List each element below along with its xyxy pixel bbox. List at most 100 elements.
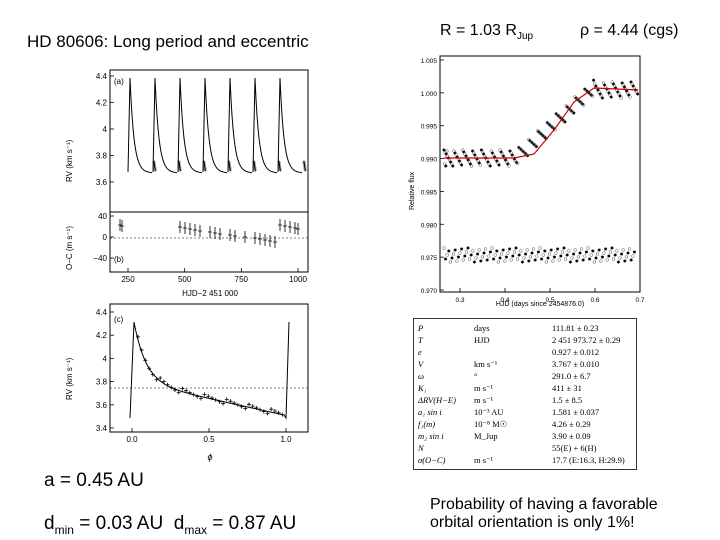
tick-label: 0.985: [421, 189, 438, 196]
panel-c-xlabel: ϕ: [207, 452, 212, 462]
tick-label: 0: [103, 233, 108, 242]
table-cell: 2 451 973.72 ± 0.29: [552, 335, 621, 345]
table-cell: P: [418, 323, 424, 333]
tick-label: 3.6: [96, 401, 108, 410]
table-row: e 0.927 ± 0.012: [414, 347, 636, 357]
table-row: f₁(m) 10⁻⁸ M☉ 4.26 ± 0.29: [414, 419, 636, 429]
tick-label: 0.995: [421, 124, 438, 131]
table-cell: 111.81 ± 0.23: [552, 323, 599, 333]
tick-label: 4.4: [96, 308, 108, 317]
table-cell: ω: [418, 371, 425, 381]
panel-b-yticks: 40 0 −40: [93, 212, 114, 263]
tick-label: 1.0: [280, 435, 292, 444]
panel-c-xticks: 0.0 0.5 1.0: [126, 428, 292, 444]
tick-label: 0.7: [635, 297, 644, 304]
table-cell: °: [474, 371, 478, 381]
transit-xlabel: HJD (days since 2454876.0): [496, 301, 584, 308]
transit-frame: [439, 55, 641, 293]
tick-label: 3.8: [96, 152, 108, 161]
table-cell: 4.26 ± 0.29: [552, 419, 591, 429]
table-cell: 55(E) + 6(H): [552, 443, 597, 453]
table-cell: m s⁻¹: [474, 383, 494, 393]
table-cell: m s⁻¹: [474, 395, 494, 405]
slide-title: HD 80606: Long period and eccentric: [27, 32, 309, 51]
tick-label: 4: [103, 354, 108, 363]
table-row: ΔRV(H−E) m s⁻¹ 1.5 ± 8.5: [414, 395, 636, 405]
tick-label: 40: [98, 212, 107, 221]
panel-b-label: (b): [114, 255, 124, 264]
transit-model-line: [444, 87, 639, 159]
table-row: a₁ sin i 10⁻³ AU 1.581 ± 0.037: [414, 407, 636, 417]
table-cell: 291.0 ± 6.7: [552, 371, 591, 381]
table-cell: m₂ sin i: [418, 431, 444, 441]
tick-label: −40: [93, 254, 107, 263]
table-cell: M_Jup: [474, 431, 498, 441]
table-row: σ(O−C) m s⁻¹ 17.7 (E:16.3, H:29.9): [414, 455, 636, 465]
panel-b-frame: [109, 211, 309, 273]
table-cell: σ(O−C): [418, 455, 446, 465]
table-cell: HJD: [474, 335, 490, 345]
table-cell: m s⁻¹: [474, 455, 494, 465]
transit-points: [442, 78, 640, 264]
table-cell: days: [474, 323, 490, 333]
rv-timeseries-figure: (a) RV (km s⁻¹) 4.4 4.2 4 3.8 3.6 (b) O−C (m…: [65, 69, 309, 298]
tick-label: 4.2: [96, 331, 108, 340]
tick-label: 0.6: [590, 297, 599, 304]
table-cell: 3.90 ± 0.09: [552, 431, 591, 441]
rv-phase-figure: (c) RV (km s⁻¹) 4.4 4.2 4 3.8 3.6 3.4 0.0 0.5 1…: [65, 303, 309, 462]
table-cell: 1.5 ± 8.5: [552, 395, 583, 405]
rv-xticks: 250 500 750 1000: [121, 268, 307, 284]
tick-label: 0.990: [421, 157, 438, 164]
table-cell: 10⁻⁸ M☉: [474, 419, 508, 429]
table-row: K₁ m s⁻¹ 411 ± 31: [414, 383, 636, 393]
tick-label: 4.4: [96, 72, 108, 81]
tick-label: 3.4: [96, 424, 108, 433]
tick-label: 0.0: [126, 435, 138, 444]
tick-label: 0.980: [421, 222, 438, 229]
tick-label: 4.2: [96, 99, 108, 108]
table-row: ω ° 291.0 ± 6.7: [414, 371, 636, 381]
table-cell: 1.581 ± 0.037: [552, 407, 600, 417]
probability-note: Probability of having a favorable orbita…: [430, 496, 658, 531]
panel-c-label: (c): [114, 315, 124, 324]
table-cell: ΔRV(H−E): [418, 395, 456, 405]
tick-label: 250: [121, 275, 135, 284]
panel-a-ylabel: RV (km s⁻¹): [65, 139, 74, 182]
table-cell: N: [418, 443, 424, 453]
table-cell: 411 ± 31: [552, 383, 582, 393]
tick-label: 3.6: [96, 178, 108, 187]
table-cell: 0.927 ± 0.012: [552, 347, 600, 357]
table-cell: 3.767 ± 0.010: [552, 359, 600, 369]
table-row: m₂ sin i M_Jup 3.90 ± 0.09: [414, 431, 636, 441]
transit-ylabel: Relative flux: [409, 171, 416, 210]
transit-yticks: 1.005 1.000 0.995 0.990 0.985 0.980 0.975 0.970: [421, 58, 444, 295]
tick-label: 500: [178, 275, 192, 284]
table-cell: V: [418, 359, 424, 369]
panel-c-yticks: 4.4 4.2 4 3.8 3.6 3.4: [96, 308, 114, 433]
rv-model-curve: [127, 77, 307, 174]
transit-xticks: 0.3 0.4 0.5 0.6 0.7: [455, 288, 645, 304]
table-cell: a₁ sin i: [418, 407, 442, 417]
density-label: ρ = 4.44 (cgs): [580, 22, 679, 39]
table-row: T HJD 2 451 973.72 ± 0.29: [414, 335, 636, 345]
tick-label: 1.005: [421, 58, 438, 65]
table-cell: T: [418, 335, 423, 345]
tick-label: 0.5: [203, 435, 215, 444]
tick-label: 750: [235, 275, 249, 284]
semimajor-axis-label: a = 0.45 AU: [44, 470, 144, 491]
panel-a-label: (a): [114, 77, 124, 86]
panel-a-yticks: 4.4 4.2 4 3.8 3.6: [96, 72, 114, 187]
tick-label: 0.970: [421, 288, 438, 295]
distance-range-label: dmin = 0.03 AU dmax = 0.87 AU: [44, 513, 297, 537]
tick-label: 1000: [289, 275, 307, 284]
table-cell: K₁: [418, 383, 427, 393]
tick-label: 0.4: [500, 297, 509, 304]
table-cell: 17.7 (E:16.3, H:29.9): [552, 455, 625, 465]
tick-label: 3.8: [96, 378, 108, 387]
tick-label: 4: [103, 125, 108, 134]
table-cell: f₁(m): [418, 419, 436, 429]
residual-points: [118, 219, 300, 248]
phase-model-curve: [129, 321, 290, 420]
